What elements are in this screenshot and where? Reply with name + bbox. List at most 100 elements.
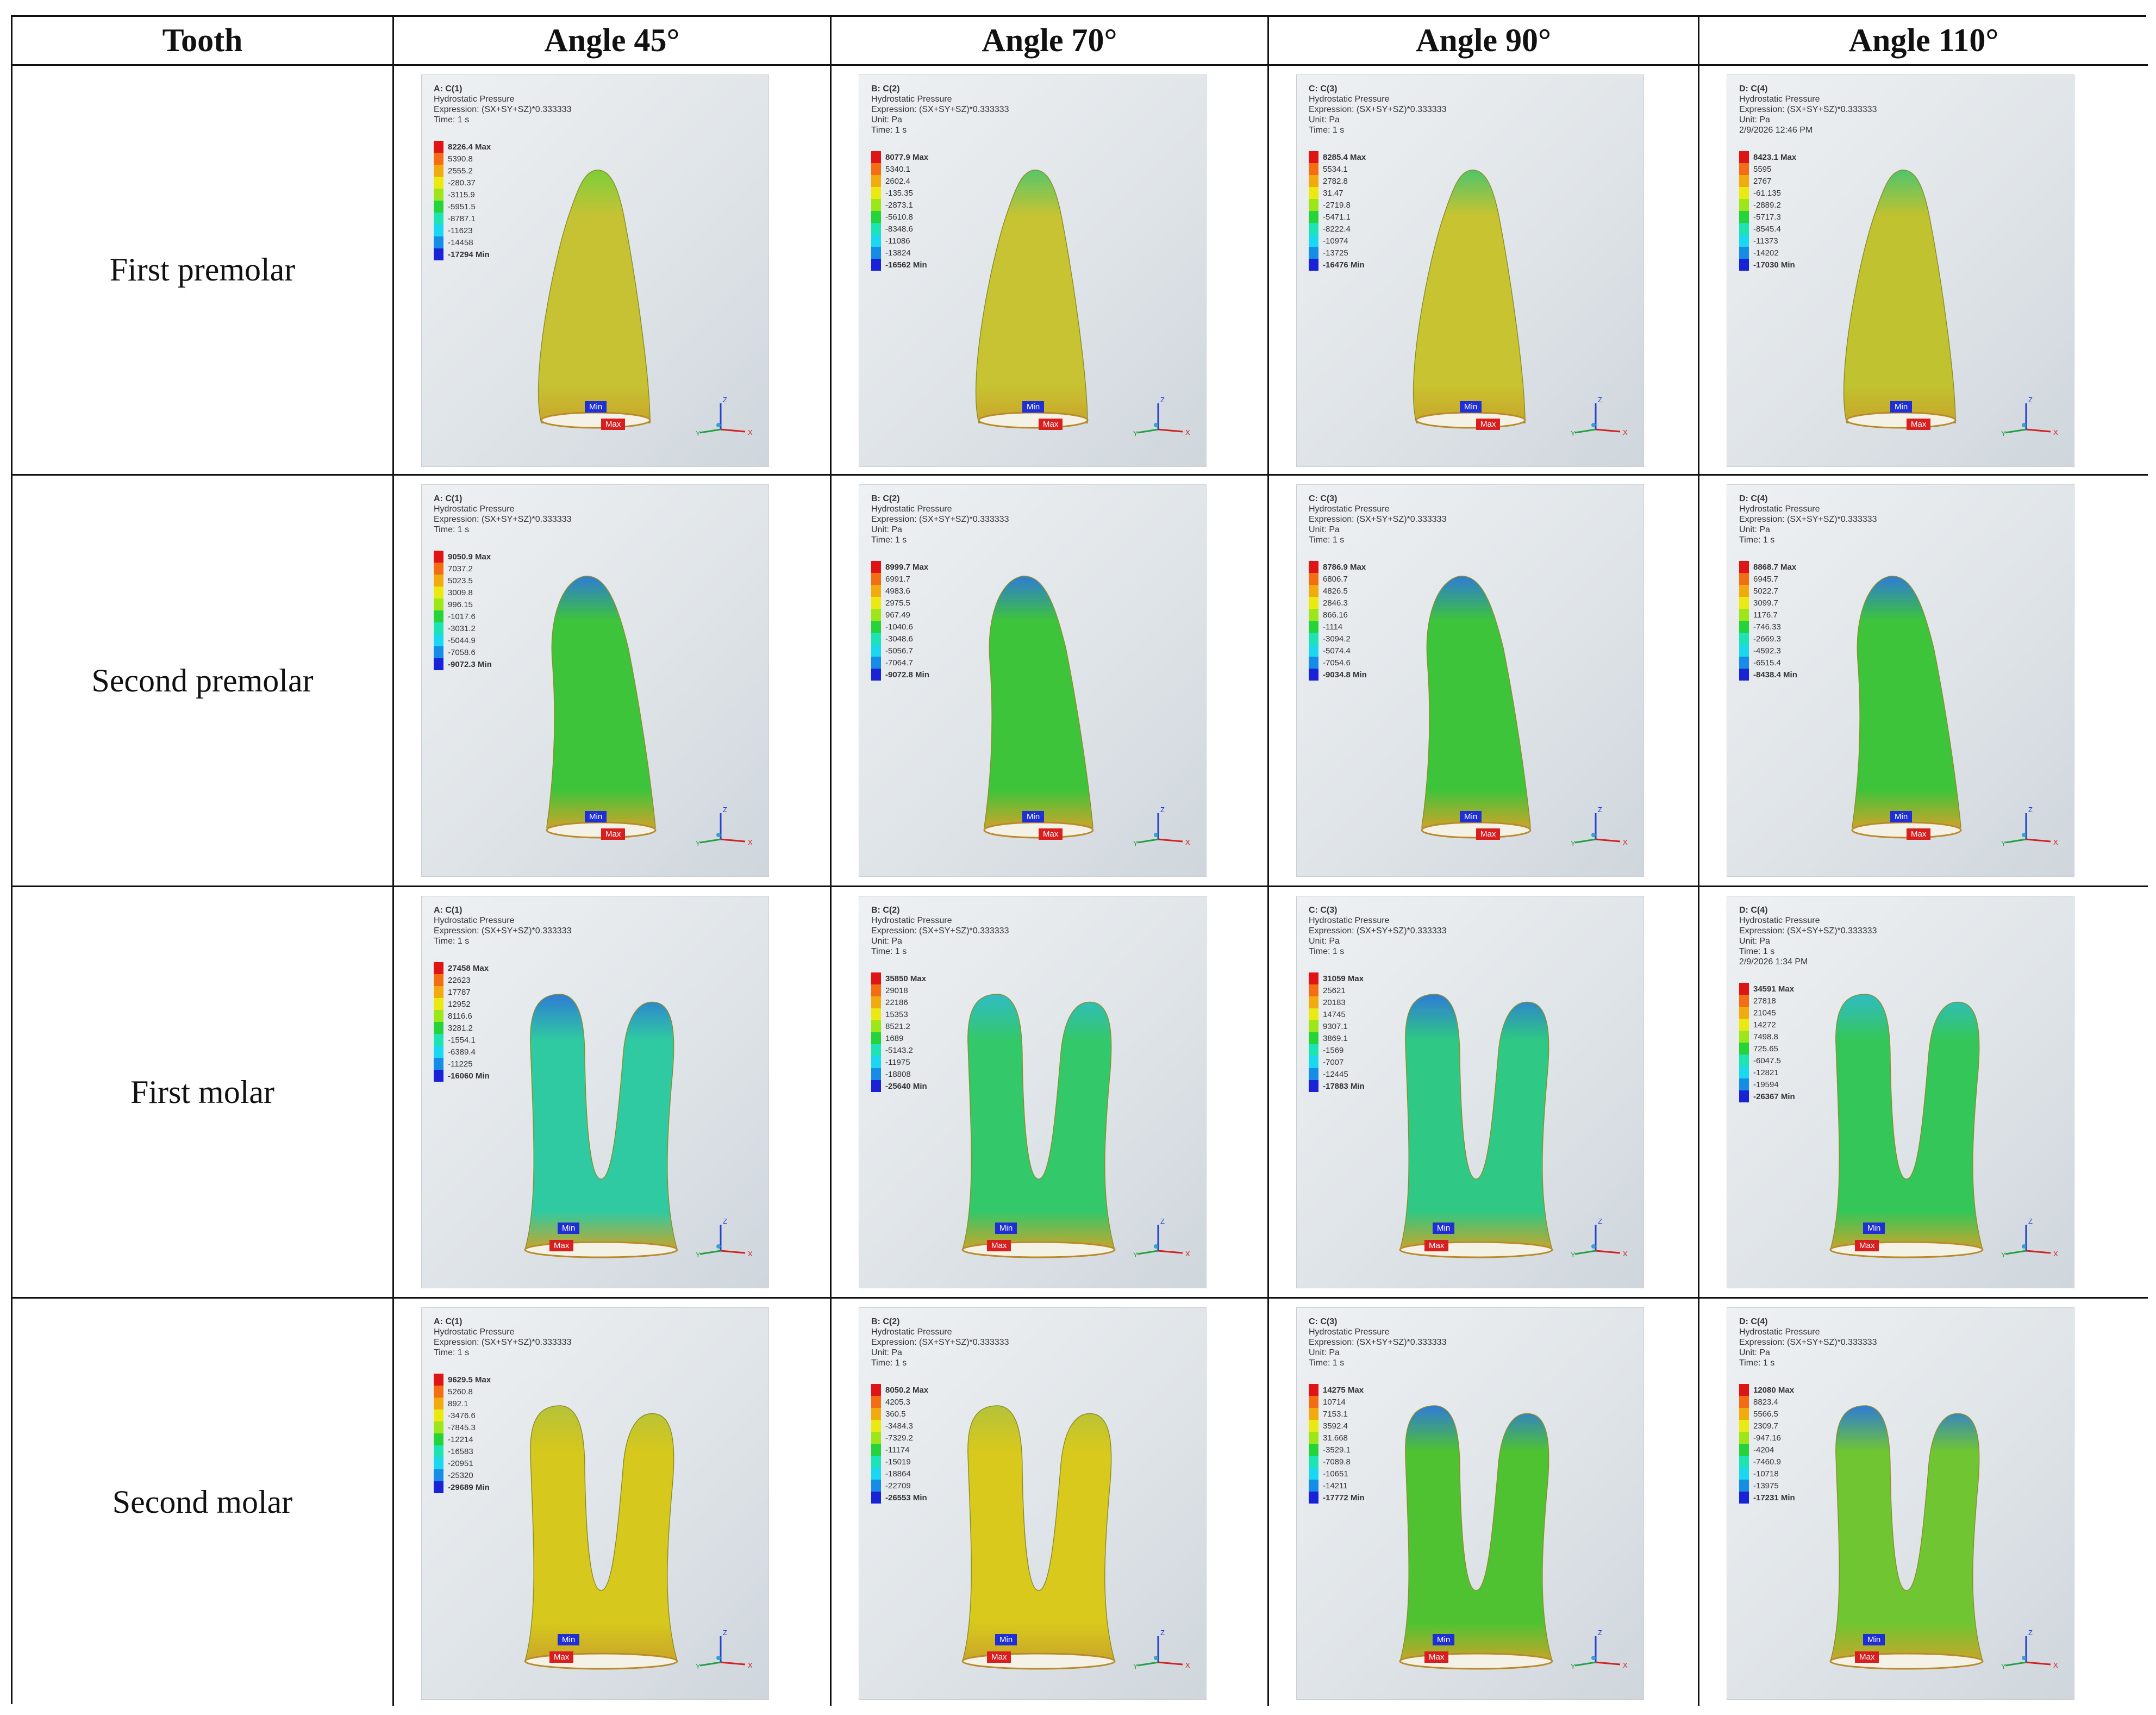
- result-title: A: C(1): [434, 906, 463, 915]
- legend-value: 3009.8: [448, 588, 473, 597]
- legend-entry: -26367 Min: [1739, 1090, 1795, 1102]
- color-legend: 8077.9 Max 5340.1 2602.4 -135.35 -2873.1 -561…: [871, 151, 928, 271]
- legend-entry: 3099.7: [1739, 597, 1797, 609]
- legend-entry: -2719.8: [1309, 199, 1366, 211]
- tooth-surface: [1413, 170, 1526, 423]
- axis-label-x: X: [1185, 428, 1190, 436]
- legend-entry: -947.16: [1739, 1432, 1795, 1444]
- axis-triad: X Y Z: [1571, 806, 1628, 847]
- color-legend: 35850 Max 29018 22186 15353 8521.2 1689 -5143.…: [871, 972, 927, 1092]
- legend-entry: 8226.4 Max: [434, 141, 491, 153]
- result-info: B: C(2) Hydrostatic Pressure Expression: (…: [871, 1317, 1009, 1368]
- result-info-line: Hydrostatic Pressure: [1739, 95, 1820, 104]
- legend-value: -16476 Min: [1323, 260, 1365, 270]
- legend-swatch: [434, 1469, 443, 1481]
- axis-triad: X Y Z: [1133, 396, 1190, 438]
- legend-swatch: [1739, 1468, 1749, 1480]
- legend-entry: 2767: [1739, 175, 1796, 187]
- legend-swatch: [1309, 972, 1318, 984]
- axis-label-z: Z: [1160, 1217, 1165, 1225]
- legend-value: -7064.7: [885, 658, 913, 668]
- max-marker: Max: [601, 419, 626, 430]
- result-info: D: C(4) Hydrostatic Pressure Expression: (…: [1739, 494, 1877, 545]
- legend-value: -11373: [1753, 236, 1778, 246]
- legend-entry: 10714: [1309, 1396, 1365, 1408]
- legend-swatch: [1739, 1007, 1749, 1019]
- axis-triad: X Y Z: [696, 1629, 753, 1670]
- tooth-model: [1421, 576, 1532, 839]
- legend-entry: 892.1: [434, 1398, 491, 1410]
- legend-value: 2767: [1753, 176, 1772, 186]
- tooth-surface: [524, 1405, 678, 1662]
- legend-entry: -1040.6: [871, 621, 929, 633]
- legend-entry: -3031.2: [434, 622, 492, 634]
- axis-label-z: Z: [2028, 396, 2033, 404]
- tooth-base: [1415, 411, 1526, 429]
- legend-entry: -135.35: [871, 187, 928, 199]
- legend-value: 5595: [1753, 164, 1772, 174]
- max-marker: Max: [1907, 419, 1931, 430]
- legend-entry: 25621: [1309, 984, 1365, 996]
- simulation-cell: C: C(3) Hydrostatic Pressure Expression: (…: [1269, 66, 1699, 476]
- legend-entry: -10651: [1309, 1468, 1365, 1480]
- legend-entry: -3529.1: [1309, 1444, 1365, 1456]
- axis-label-y: Y: [696, 839, 701, 847]
- result-info-line: Expression: (SX+SY+SZ)*0.333333: [1309, 1338, 1447, 1347]
- legend-value: 7153.1: [1323, 1409, 1348, 1419]
- max-marker: Max: [987, 1240, 1011, 1251]
- legend-value: 2602.4: [885, 176, 910, 186]
- legend-entry: 35850 Max: [871, 972, 927, 984]
- legend-value: -22709: [885, 1481, 911, 1491]
- legend-value: 6945.7: [1753, 574, 1778, 584]
- min-marker: Min: [1460, 401, 1482, 413]
- legend-value: 22623: [448, 975, 471, 985]
- legend-value: -5717.3: [1753, 212, 1781, 222]
- legend-value: -4592.3: [1753, 646, 1781, 656]
- axis-triad: X Y Z: [1133, 1217, 1190, 1259]
- legend-swatch: [871, 247, 881, 259]
- result-info-line: Hydrostatic Pressure: [1309, 504, 1390, 514]
- min-marker: Min: [1022, 401, 1045, 413]
- results-table: Tooth Angle 45° Angle 70° Angle 90° Angle 11…: [11, 15, 2148, 1706]
- result-info-line: Unit: Pa: [871, 525, 902, 534]
- legend-value: 9629.5 Max: [448, 1375, 491, 1385]
- legend-value: 967.49: [885, 610, 910, 620]
- simulation-panel: B: C(2) Hydrostatic Pressure Expression: (…: [859, 74, 1207, 467]
- result-info-line: Expression: (SX+SY+SZ)*0.333333: [871, 1338, 1009, 1347]
- tooth-surface: [1399, 994, 1553, 1250]
- axis-label-y: Y: [696, 1662, 701, 1670]
- legend-swatch: [434, 1421, 443, 1433]
- tooth-base: [1846, 411, 1957, 429]
- legend-value: 4983.6: [885, 586, 910, 596]
- legend-entry: 6806.7: [1309, 573, 1367, 585]
- simulation-panel: C: C(3) Hydrostatic Pressure Expression: (…: [1296, 484, 1644, 877]
- axis-triad: X Y Z: [1133, 806, 1190, 847]
- simulation-panel: C: C(3) Hydrostatic Pressure Expression: (…: [1296, 896, 1644, 1288]
- legend-swatch: [871, 1056, 881, 1068]
- result-info-line: Expression: (SX+SY+SZ)*0.333333: [1739, 105, 1877, 114]
- simulation-cell: C: C(3) Hydrostatic Pressure Expression: (…: [1269, 1299, 1699, 1706]
- tooth-base: [961, 1241, 1116, 1258]
- legend-swatch: [434, 1034, 443, 1046]
- tooth-surface: [1830, 994, 1983, 1250]
- min-marker: Min: [1890, 401, 1913, 413]
- legend-value: 866.16: [1323, 610, 1348, 620]
- legend-swatch: [871, 1044, 881, 1056]
- legend-swatch: [1739, 561, 1749, 573]
- result-info-line: Expression: (SX+SY+SZ)*0.333333: [1309, 926, 1447, 936]
- legend-entry: -14202: [1739, 247, 1796, 259]
- legend-swatch: [1739, 1384, 1749, 1396]
- result-info-line: 2/9/2026 12:46 PM: [1739, 126, 1813, 135]
- legend-swatch: [871, 621, 881, 633]
- legend-value: -746.33: [1753, 622, 1781, 632]
- axis-label-z: Z: [723, 806, 727, 814]
- legend-swatch: [1739, 983, 1749, 995]
- legend-value: -8348.6: [885, 224, 913, 234]
- legend-value: 15353: [885, 1009, 908, 1019]
- legend-value: -12821: [1753, 1068, 1779, 1077]
- legend-entry: 14745: [1309, 1008, 1365, 1020]
- legend-value: 3281.2: [448, 1023, 473, 1033]
- legend-swatch: [434, 189, 443, 201]
- legend-entry: -11225: [434, 1058, 490, 1070]
- result-info-line: Time: 1 s: [871, 1358, 907, 1368]
